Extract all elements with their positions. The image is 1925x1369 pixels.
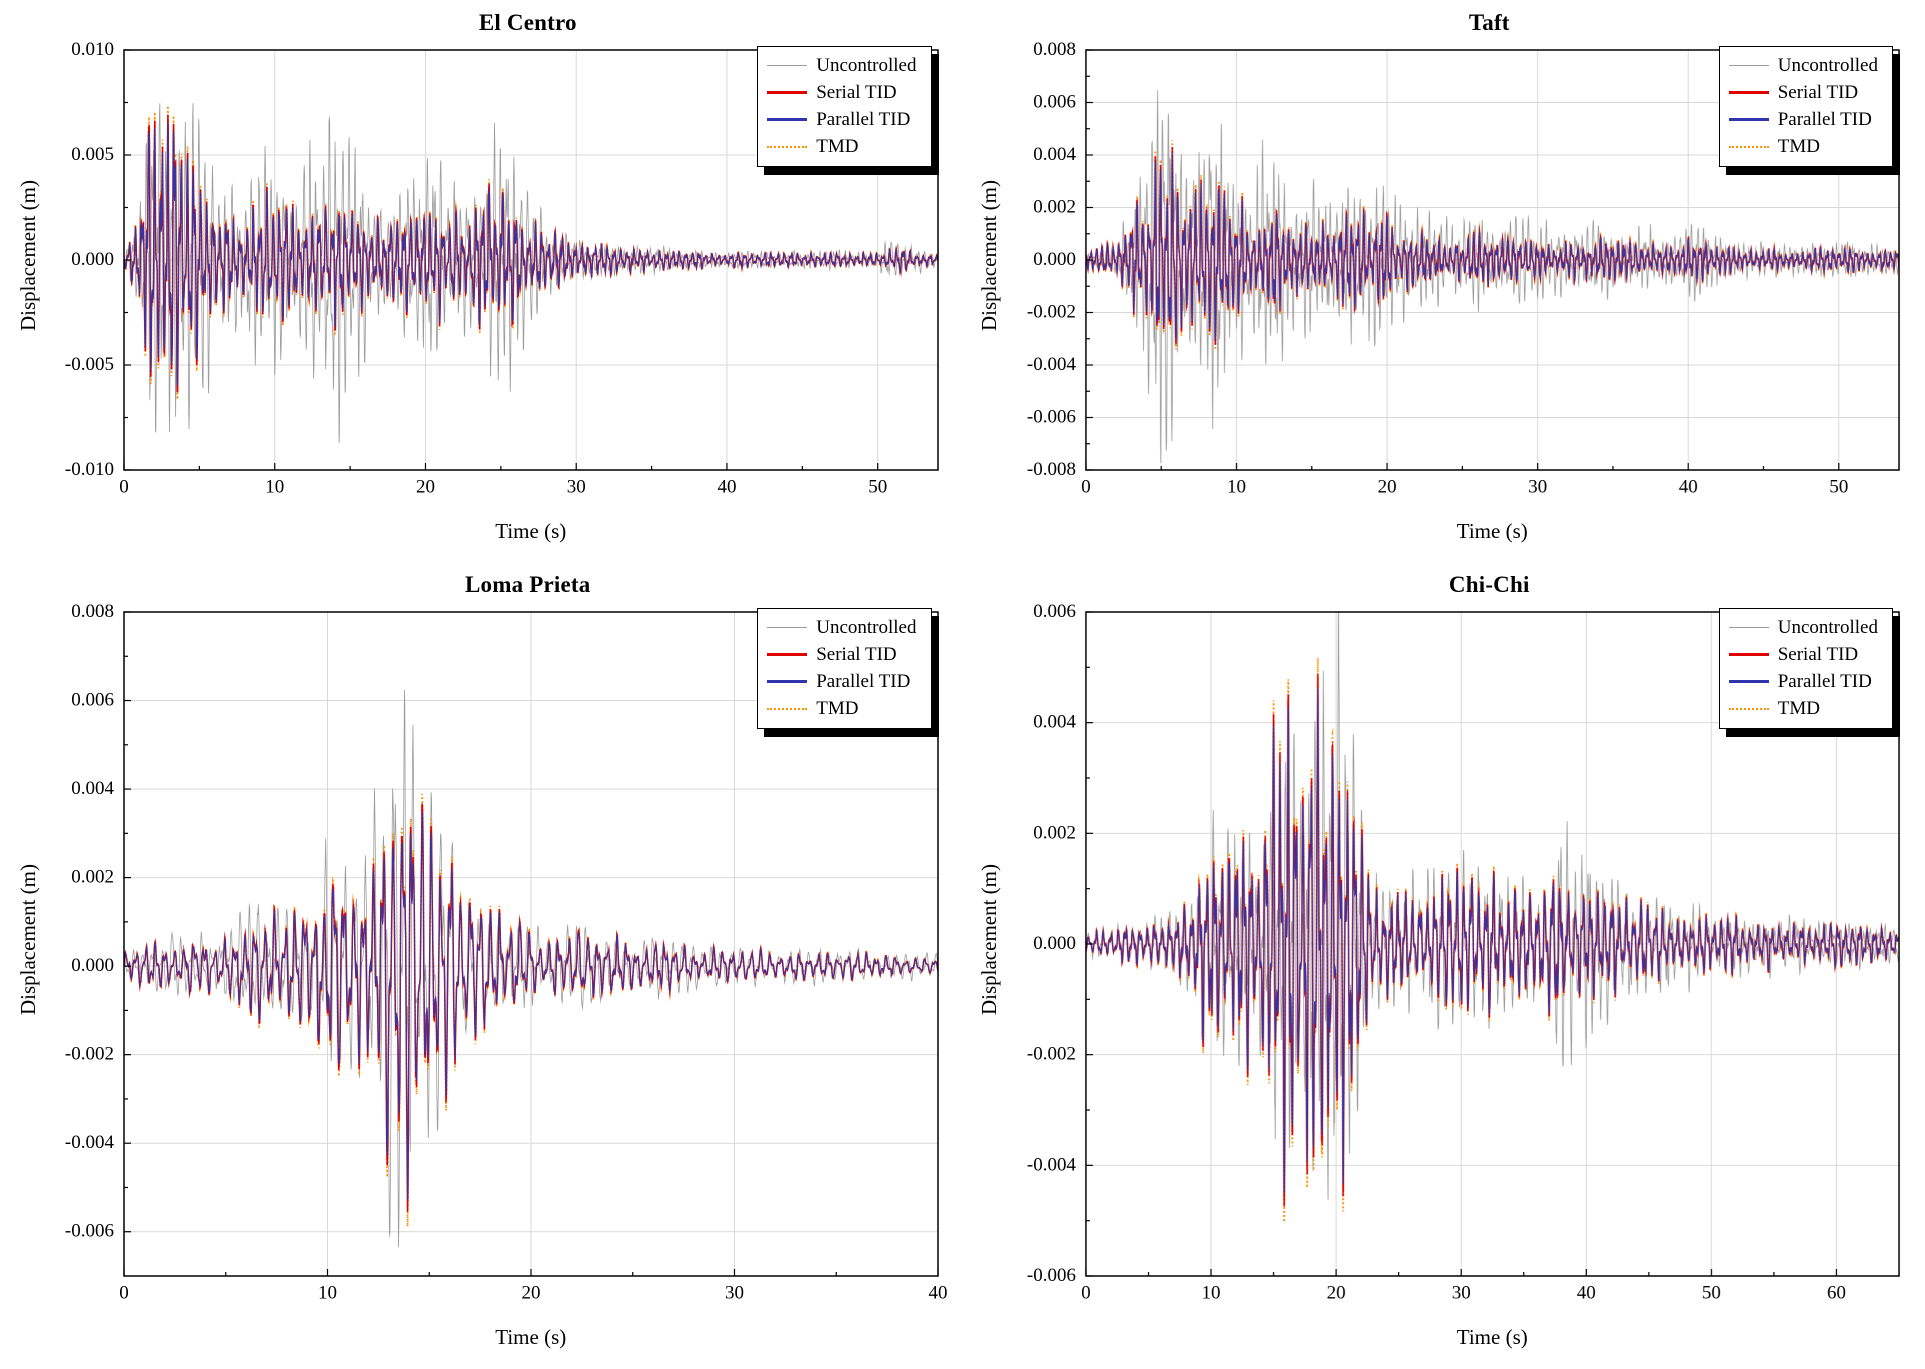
y-axis-label: Displacement (m)	[15, 180, 40, 332]
legend-box: Uncontrolled Serial TID Parallel TID TMD	[757, 46, 932, 167]
legend-entry: Parallel TID	[1728, 106, 1878, 133]
legend-line-sample-parallel-tid	[1728, 680, 1769, 683]
x-axis-label: Time (s)	[1456, 1325, 1528, 1349]
x-axis-label: Time (s)	[495, 519, 567, 543]
y-axis-label: Displacement (m)	[15, 864, 40, 1016]
y-axis-label-column: Displacement (m)	[972, 40, 1008, 510]
legend-entry: Serial TID	[767, 641, 916, 668]
legend-label: TMD	[1777, 697, 1820, 719]
legend-line-sample-tmd	[767, 707, 808, 710]
legend-label: Parallel TID	[1777, 670, 1872, 692]
chart-chi-chi: Chi-Chi Displacement (m) Uncontrolled Se…	[972, 568, 1915, 1360]
legend-entry: TMD	[1728, 133, 1878, 160]
legend-entry: Serial TID	[1728, 79, 1878, 106]
legend-label: Parallel TID	[816, 108, 911, 130]
legend-line-sample-tmd	[1728, 707, 1769, 710]
legend-line-sample-uncontrolled	[767, 65, 808, 66]
legend-line-sample-serial-tid	[1728, 653, 1769, 656]
legend-label: Uncontrolled	[816, 54, 917, 76]
legend-box: Uncontrolled Serial TID Parallel TID TMD	[757, 608, 932, 729]
chart-taft: Taft Displacement (m) Uncontrolled Seria…	[972, 6, 1915, 554]
chart-title: Taft	[1468, 10, 1510, 35]
legend-label: TMD	[1777, 135, 1820, 157]
legend-box: Uncontrolled Serial TID Parallel TID TMD	[1718, 608, 1893, 729]
y-axis-label: Displacement (m)	[977, 180, 1001, 332]
legend-line-sample-uncontrolled	[1728, 65, 1769, 66]
legend-line-sample-serial-tid	[767, 91, 808, 94]
legend-label: Uncontrolled	[1777, 54, 1878, 76]
x-axis-label: Time (s)	[1456, 519, 1528, 543]
legend-line-sample-parallel-tid	[767, 118, 808, 121]
legend-label: Serial TID	[1777, 81, 1859, 103]
plot-area: Uncontrolled Serial TID Parallel TID TMD	[1007, 40, 1915, 510]
legend-label: TMD	[816, 135, 859, 157]
legend-entry: Parallel TID	[1728, 668, 1878, 695]
chart-title: Chi-Chi	[1448, 572, 1530, 597]
chart-el-centro: El Centro Displacement (m) Uncontrolled …	[10, 6, 954, 554]
plot-area: Uncontrolled Serial TID Parallel TID TMD	[46, 602, 954, 1316]
chart-title: Loma Prieta	[465, 572, 591, 597]
legend-box: Uncontrolled Serial TID Parallel TID TMD	[1718, 46, 1893, 167]
legend-line-sample-uncontrolled	[1728, 627, 1769, 628]
chart-loma-prieta: Loma Prieta Displacement (m) Uncontrolle…	[10, 568, 954, 1360]
legend-entry: Uncontrolled	[767, 52, 917, 79]
legend-entry: Uncontrolled	[1728, 614, 1878, 641]
legend-label: Uncontrolled	[1777, 616, 1878, 638]
legend-entry: Parallel TID	[767, 106, 916, 133]
legend-line-sample-tmd	[1728, 145, 1769, 148]
legend-entry: Uncontrolled	[767, 614, 917, 641]
x-axis-label: Time (s)	[495, 1325, 567, 1349]
legend-line-sample-serial-tid	[1728, 91, 1769, 94]
plot-area: Uncontrolled Serial TID Parallel TID TMD	[1007, 602, 1915, 1316]
legend-label: Parallel TID	[1777, 108, 1872, 130]
legend-entry: Parallel TID	[767, 668, 916, 695]
legend-entry: TMD	[767, 695, 916, 722]
legend-label: Serial TID	[1777, 643, 1859, 665]
chart-title: El Centro	[478, 10, 577, 35]
plot-area: Uncontrolled Serial TID Parallel TID TMD	[46, 40, 954, 510]
legend-line-sample-parallel-tid	[1728, 118, 1769, 121]
legend-label: Uncontrolled	[816, 616, 917, 638]
legend-line-sample-serial-tid	[767, 653, 808, 656]
legend-label: Parallel TID	[816, 670, 911, 692]
y-axis-label-column: Displacement (m)	[10, 40, 46, 510]
legend-label: TMD	[816, 697, 859, 719]
legend-entry: Uncontrolled	[1728, 52, 1878, 79]
y-axis-label: Displacement (m)	[977, 864, 1001, 1016]
legend-entry: Serial TID	[767, 79, 916, 106]
y-axis-label-column: Displacement (m)	[10, 602, 46, 1316]
legend-line-sample-parallel-tid	[767, 680, 808, 683]
legend-label: Serial TID	[816, 643, 897, 665]
legend-label: Serial TID	[816, 81, 897, 103]
legend-entry: TMD	[1728, 695, 1878, 722]
y-axis-label-column: Displacement (m)	[972, 602, 1008, 1316]
legend-line-sample-uncontrolled	[767, 627, 808, 628]
legend-entry: Serial TID	[1728, 641, 1878, 668]
legend-line-sample-tmd	[767, 145, 808, 148]
legend-entry: TMD	[767, 133, 916, 160]
